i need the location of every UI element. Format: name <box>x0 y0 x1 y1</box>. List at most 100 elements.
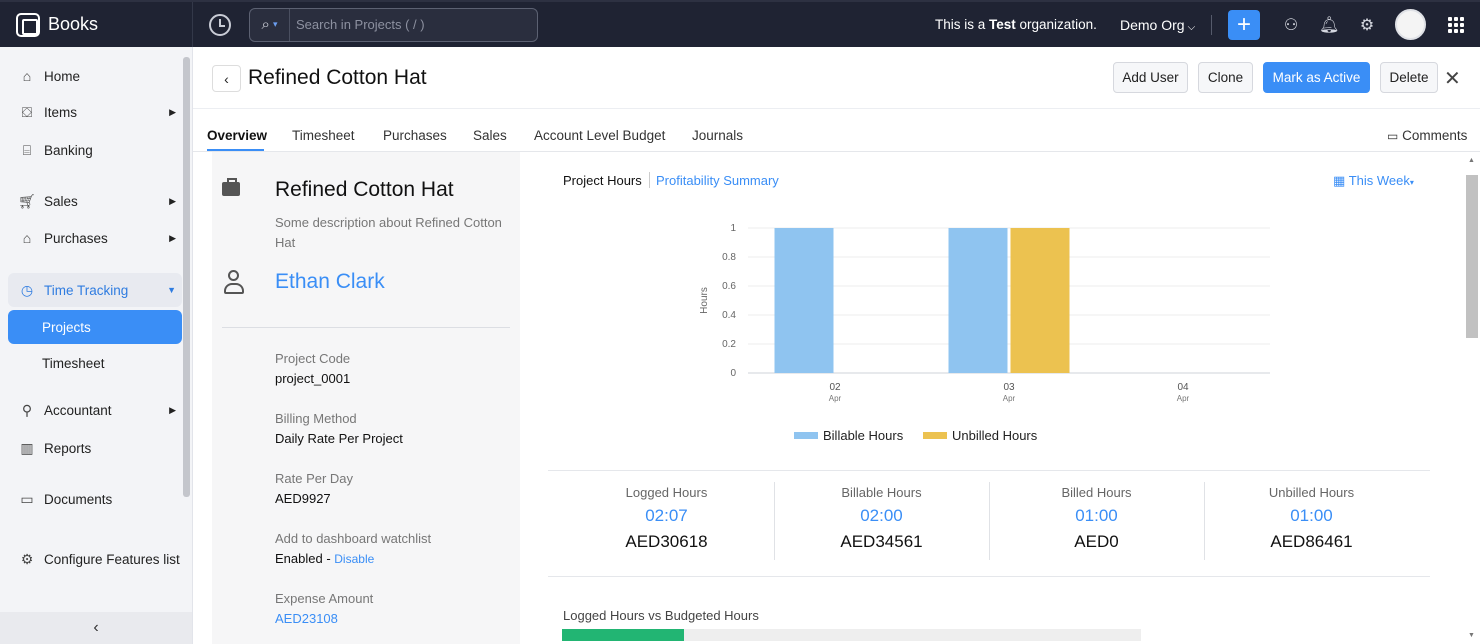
chevron-down-icon: ▾ <box>1409 178 1414 187</box>
bell-icon[interactable]: 🔔︎ <box>1319 17 1340 34</box>
disable-watchlist-link[interactable]: Disable <box>334 552 375 566</box>
period-filter[interactable]: ▦ This Week▾ <box>1333 173 1414 188</box>
sidebar-item-timesheet[interactable]: Timesheet <box>42 355 105 371</box>
billing-method-label: Billing Method <box>275 411 357 426</box>
y-tick-label: 0.6 <box>722 281 736 292</box>
tab-overview[interactable]: Overview <box>207 128 268 143</box>
expense-amount-link[interactable]: AED23108 <box>275 611 338 626</box>
add-user-button[interactable]: Add User <box>1113 62 1188 93</box>
divider <box>193 151 1480 152</box>
legend-unbilled[interactable]: Unbilled Hours <box>923 428 1037 443</box>
tab-timesheet[interactable]: Timesheet <box>292 128 355 143</box>
bar-unbilled-hours <box>1010 228 1070 373</box>
y-tick-label: 1 <box>730 223 736 234</box>
x-tick-sublabel: Apr <box>1177 394 1190 403</box>
y-tick-label: 0.4 <box>722 310 736 321</box>
sidebar-item-documents[interactable]: ▭ Documents <box>8 482 182 516</box>
chevron-left-icon: ‹ <box>224 70 229 87</box>
org-switcher[interactable]: Demo Org ⌵ <box>1120 17 1196 33</box>
stat-logged-hours: Logged Hours 02:07 AED30618 <box>625 485 708 551</box>
stat-billable-hours: Billable Hours 02:00 AED34561 <box>840 485 923 551</box>
sidebar-item-projects[interactable]: Projects <box>8 310 182 344</box>
books-logo-icon <box>16 12 40 37</box>
reports-icon: ▥ <box>20 439 34 456</box>
divider <box>1204 482 1205 560</box>
avatar[interactable] <box>1395 9 1426 40</box>
billing-method-value: Daily Rate Per Project <box>275 431 403 446</box>
sidebar-scrollbar[interactable] <box>183 57 190 497</box>
sidebar-item-time-tracking[interactable]: ◷ Time Tracking ▼ <box>8 273 182 307</box>
legend-billable[interactable]: Billable Hours <box>794 428 903 443</box>
clock-icon: ◷ <box>20 281 34 298</box>
project-details-panel <box>212 152 520 644</box>
comments-button[interactable]: ▭ Comments <box>1387 128 1468 143</box>
sidebar-item-reports[interactable]: ▥ Reports <box>8 431 182 465</box>
quick-create-button[interactable]: + <box>1228 10 1260 40</box>
search-input[interactable] <box>290 17 530 32</box>
stat-unbilled-hours: Unbilled Hours 01:00 AED86461 <box>1268 485 1355 551</box>
content-scrollbar[interactable] <box>1466 175 1478 338</box>
y-tick-label: 0 <box>730 368 736 379</box>
scroll-down-icon[interactable]: ▼ <box>1468 632 1475 639</box>
divider <box>193 108 1480 109</box>
search-scope-dropdown[interactable]: ⌕ ▾ <box>250 8 290 41</box>
history-icon[interactable] <box>209 13 231 36</box>
close-icon[interactable]: ✕ <box>1444 68 1461 90</box>
x-tick-sublabel: Apr <box>1003 394 1016 403</box>
folder-icon: ▭ <box>20 490 34 507</box>
tab-account-level-budget[interactable]: Account Level Budget <box>534 128 666 143</box>
cart-icon: 🛒︎ <box>18 192 36 209</box>
gear-icon[interactable]: ⚙ <box>1359 17 1375 34</box>
tab-sales[interactable]: Sales <box>473 128 507 143</box>
legend-swatch <box>794 432 818 439</box>
sidebar-item-configure-features[interactable]: ⚙ Configure Features list <box>8 542 182 576</box>
search-icon: ⌕ <box>261 16 270 33</box>
clone-button[interactable]: Clone <box>1198 62 1253 93</box>
divider <box>774 482 775 560</box>
project-code-value: project_0001 <box>275 371 351 386</box>
bag-icon: ⌂ <box>22 230 32 246</box>
sidebar-item-purchases[interactable]: ⌂ Purchases ▶ <box>8 221 182 255</box>
sidebar-item-banking[interactable]: ⌸ Banking <box>8 133 182 167</box>
delete-button[interactable]: Delete <box>1380 62 1438 93</box>
tab-project-hours[interactable]: Project Hours <box>563 173 642 188</box>
budget-progress-title: Logged Hours vs Budgeted Hours <box>563 608 759 623</box>
scroll-up-icon[interactable]: ▲ <box>1468 157 1475 164</box>
chevron-right-icon: ▶ <box>169 106 176 117</box>
sidebar-collapse-button[interactable]: ‹ <box>0 612 192 644</box>
divider <box>548 576 1430 577</box>
briefcase-icon <box>222 178 240 196</box>
sidebar-item-sales[interactable]: 🛒︎ Sales ▶ <box>18 192 176 209</box>
tab-profitability-summary[interactable]: Profitability Summary <box>656 173 779 188</box>
customer-link[interactable]: Ethan Clark <box>275 270 385 293</box>
org-note: This is a Test organization. <box>935 17 1097 32</box>
chevron-right-icon: ▶ <box>169 404 176 415</box>
apps-grid-icon[interactable] <box>1448 17 1464 33</box>
x-tick-sublabel: Apr <box>829 394 842 403</box>
watchlist-value: Enabled - Disable <box>275 551 375 566</box>
brand[interactable]: Books <box>0 2 193 47</box>
chevron-right-icon: ▶ <box>169 195 176 206</box>
chevron-down-icon: ⌵ <box>1187 22 1196 33</box>
tab-purchases[interactable]: Purchases <box>383 128 447 143</box>
watchlist-label: Add to dashboard watchlist <box>275 531 432 546</box>
x-tick-label: 02 <box>829 382 841 393</box>
calendar-icon: ▦ <box>1333 173 1346 188</box>
back-button[interactable]: ‹ <box>212 65 241 92</box>
divider <box>649 172 650 188</box>
tab-journals[interactable]: Journals <box>692 128 744 143</box>
expense-amount-label: Expense Amount <box>275 591 374 606</box>
x-tick-label: 03 <box>1003 382 1015 393</box>
divider <box>548 470 1430 471</box>
rate-per-day-value: AED9927 <box>275 491 331 506</box>
users-icon[interactable]: ⚇ <box>1283 17 1299 34</box>
project-code-label: Project Code <box>275 351 351 366</box>
configure-icon: ⚙ <box>20 550 34 567</box>
sidebar-item-accountant[interactable]: ⚲ Accountant ▶ <box>8 393 182 427</box>
mark-as-active-button[interactable]: Mark as Active <box>1263 62 1370 93</box>
sidebar-item-items[interactable]: ⛋ Items ▶ <box>8 95 182 129</box>
items-icon: ⛋ <box>21 103 33 120</box>
sidebar-item-home[interactable]: ⌂ Home <box>8 59 182 93</box>
search-bar[interactable]: ⌕ ▾ <box>249 7 538 42</box>
